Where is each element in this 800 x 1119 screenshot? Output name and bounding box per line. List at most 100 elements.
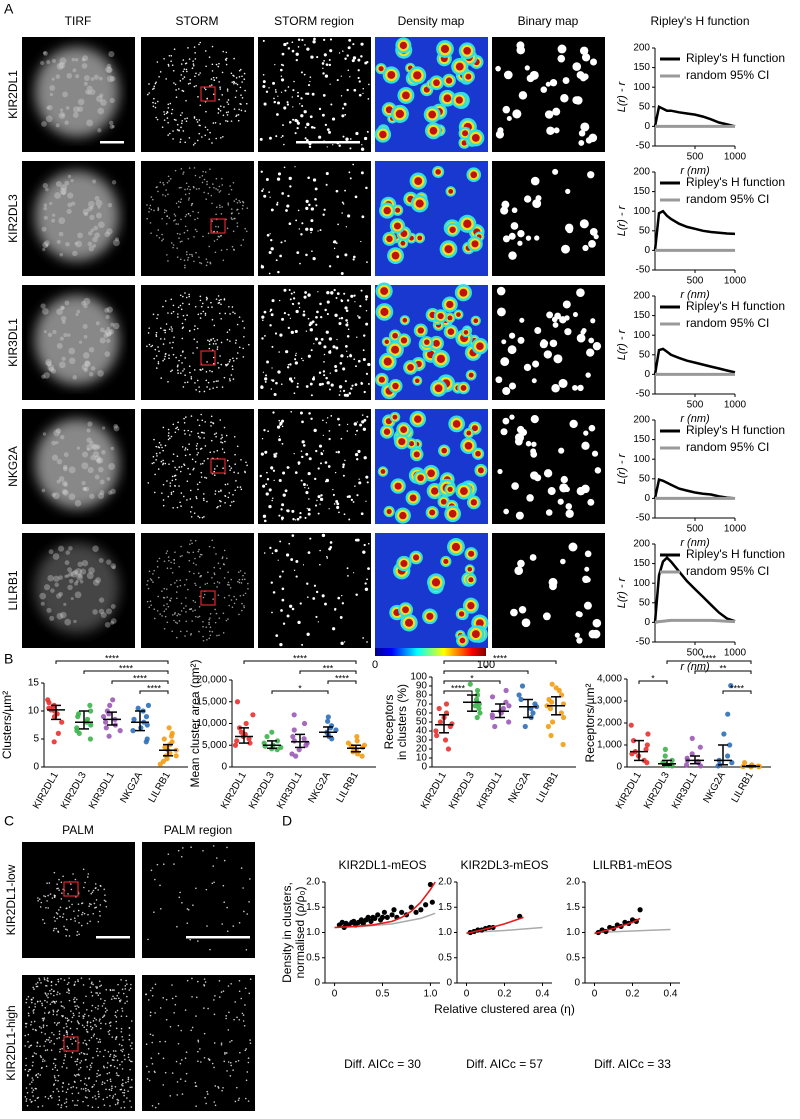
localisation [170, 371, 172, 373]
localisation [339, 385, 342, 388]
localisation [299, 512, 301, 514]
localisation [216, 298, 218, 300]
localisation [261, 190, 263, 192]
localisation [175, 431, 177, 433]
localisation [175, 119, 177, 121]
column-header: Density map [398, 14, 465, 28]
localisation [365, 323, 368, 326]
localisation [60, 1001, 62, 1003]
localisation [273, 480, 274, 481]
localisation [343, 136, 345, 138]
localisation [78, 903, 80, 905]
localisation [322, 114, 325, 117]
blob-core [427, 469, 435, 477]
localisation [195, 584, 197, 586]
localisation [198, 549, 200, 551]
localisation [236, 1087, 238, 1089]
localisation [233, 75, 235, 77]
localisation [162, 126, 164, 128]
localisation [115, 1050, 117, 1052]
localisation [54, 1067, 56, 1069]
speckle [75, 74, 79, 78]
localisation [124, 1092, 126, 1094]
localisation [200, 463, 202, 465]
localisation [173, 863, 175, 865]
localisation [277, 425, 280, 428]
data-point [399, 910, 404, 915]
localisation [145, 994, 147, 996]
speckle [42, 308, 49, 315]
localisation [202, 175, 204, 177]
localisation [56, 1014, 58, 1016]
localisation [184, 232, 186, 234]
localisation [121, 1015, 123, 1017]
y-tick-label: -50 [636, 141, 651, 152]
y-tick-label: 5,000 [202, 740, 227, 751]
y-tick-label: 50 [639, 101, 651, 112]
y-tick-label: 200 [633, 415, 650, 426]
localisation [217, 450, 219, 452]
localisation [220, 299, 222, 301]
speckle [46, 106, 49, 109]
localisation [191, 542, 193, 544]
localisation [168, 853, 170, 855]
localisation [100, 998, 102, 1000]
localisation [159, 442, 161, 444]
speckle [113, 323, 119, 329]
localisation [245, 1098, 247, 1100]
localisation [42, 1105, 44, 1107]
localisation [347, 575, 349, 577]
localisation [188, 257, 190, 259]
localisation [350, 387, 352, 389]
localisation [214, 582, 216, 584]
localisation [221, 991, 223, 993]
localisation [295, 330, 298, 333]
localisation [231, 213, 233, 215]
localisation [176, 247, 178, 249]
localisation [167, 104, 169, 106]
localisation [173, 82, 175, 84]
localisation [194, 601, 196, 603]
localisation [213, 122, 215, 124]
localisation [326, 331, 329, 334]
localisation [126, 1097, 128, 1099]
localisation [155, 334, 157, 336]
speckle [49, 202, 52, 205]
localisation [192, 904, 194, 906]
localisation [284, 240, 286, 242]
localisation [242, 208, 244, 210]
localisation [184, 584, 186, 586]
localisation [261, 337, 263, 339]
speckle [52, 214, 55, 217]
localisation [216, 206, 218, 208]
localisation [66, 1030, 68, 1032]
localisation [78, 1012, 80, 1014]
localisation [32, 987, 34, 989]
localisation [73, 1086, 75, 1088]
localisation [233, 81, 235, 83]
speckle [109, 121, 113, 125]
localisation [176, 591, 178, 593]
localisation [36, 1074, 38, 1076]
localisation [367, 363, 370, 366]
data-point [136, 706, 141, 711]
localisation [315, 616, 317, 618]
localisation [272, 553, 274, 555]
localisation [260, 385, 263, 388]
localisation [205, 626, 207, 628]
localisation [309, 324, 312, 327]
data-point [423, 902, 428, 907]
localisation [189, 254, 191, 256]
y-tick-label: 50 [639, 597, 651, 608]
localisation [54, 1077, 56, 1079]
localisation [92, 1097, 94, 1099]
localisation [212, 46, 214, 48]
blob-core [387, 509, 392, 514]
data-point [475, 688, 480, 693]
localisation [316, 56, 318, 58]
localisation [323, 39, 325, 41]
localisation [86, 1025, 88, 1027]
localisation [32, 1010, 34, 1012]
localisation [165, 353, 167, 355]
speckle [109, 329, 114, 334]
